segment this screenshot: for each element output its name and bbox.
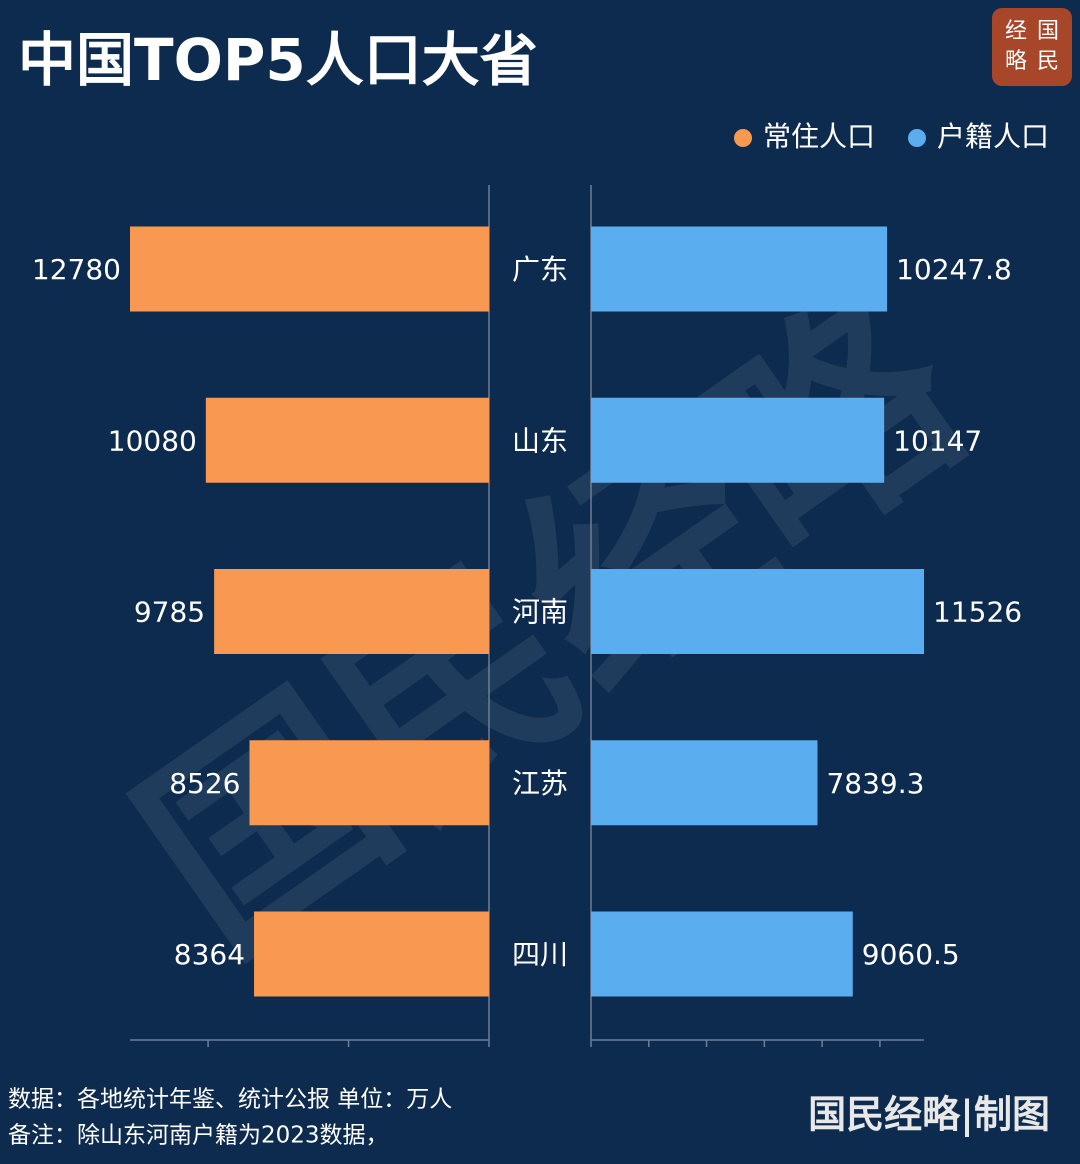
bar bbox=[249, 740, 489, 826]
credit: 国民经略|制图 bbox=[808, 1092, 1050, 1137]
category-label: 广东 bbox=[512, 253, 568, 286]
logo-char: 民 bbox=[1037, 49, 1059, 74]
bar bbox=[130, 226, 489, 312]
bar bbox=[591, 911, 853, 997]
category-label: 江苏 bbox=[512, 767, 568, 800]
value-label: 8364 bbox=[174, 938, 245, 971]
legend-label: 户籍人口 bbox=[937, 120, 1049, 153]
legend-swatch bbox=[734, 129, 752, 147]
bar bbox=[591, 569, 924, 654]
bar bbox=[214, 569, 490, 654]
remark-note: 备注：除山东河南户籍为2023数据， bbox=[8, 1123, 389, 1149]
logo-char: 国 bbox=[1037, 19, 1059, 44]
title: 中国TOP5人口大省 bbox=[18, 26, 538, 94]
bar bbox=[591, 397, 885, 483]
value-label: 9785 bbox=[134, 596, 205, 629]
bar bbox=[254, 911, 489, 997]
category-label: 四川 bbox=[512, 938, 568, 971]
legend-label: 常住人口 bbox=[763, 120, 875, 153]
value-label: 11526 bbox=[933, 596, 1022, 629]
logo-char: 略 bbox=[1005, 49, 1027, 74]
category-label: 山东 bbox=[512, 424, 568, 457]
value-label: 10147 bbox=[893, 424, 982, 457]
bar bbox=[591, 740, 818, 826]
logo-box bbox=[992, 8, 1072, 86]
bar bbox=[205, 397, 489, 483]
value-label: 10247.8 bbox=[896, 253, 1012, 286]
value-label: 8526 bbox=[169, 767, 240, 800]
value-label: 12780 bbox=[32, 253, 121, 286]
legend-swatch bbox=[908, 129, 926, 147]
bar bbox=[591, 226, 888, 312]
source-note: 数据：各地统计年鉴、统计公报 单位：万人 bbox=[8, 1087, 452, 1113]
value-label: 10080 bbox=[108, 424, 197, 457]
value-label: 9060.5 bbox=[862, 938, 960, 971]
value-label: 7839.3 bbox=[826, 767, 924, 800]
logo-char: 经 bbox=[1005, 19, 1027, 44]
category-label: 河南 bbox=[512, 596, 568, 629]
